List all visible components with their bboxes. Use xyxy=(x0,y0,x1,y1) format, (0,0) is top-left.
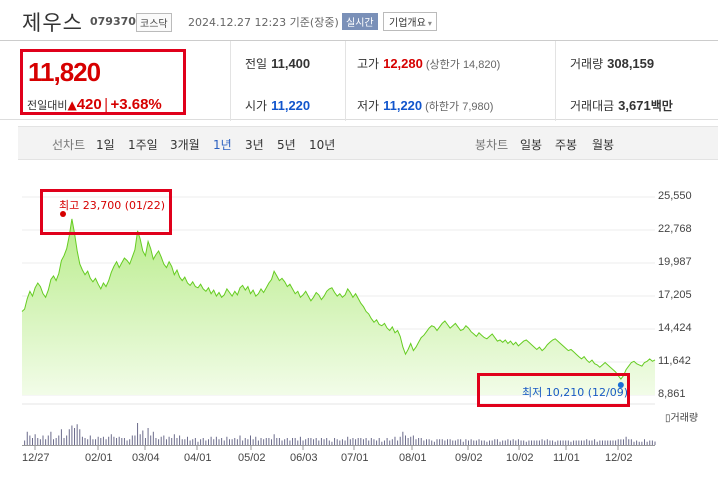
volume-legend-swatch: ▯ xyxy=(665,413,671,424)
candle-monthly[interactable]: 월봉 xyxy=(592,138,615,152)
company-overview-label: 기업개요 xyxy=(389,18,426,29)
x-tick-label: 05/02 xyxy=(238,452,266,464)
max-point xyxy=(60,211,66,217)
y-tick-label: 17,205 xyxy=(658,289,692,301)
company-overview-button[interactable]: 기업개요 ▾ xyxy=(383,12,437,31)
high-price: 고가 12,280 (상한가 14,820) xyxy=(357,55,500,72)
volume-label: 거래량 xyxy=(570,57,604,71)
realtime-badge: 실시간 xyxy=(342,13,378,30)
price-area xyxy=(22,218,655,395)
low-price: 저가 11,220 (하한가 7,980) xyxy=(357,97,493,114)
volume-legend: ▯거래량 xyxy=(665,409,698,424)
x-tick-label: 11/01 xyxy=(553,452,580,464)
x-tick-label: 12/02 xyxy=(605,452,633,464)
max-annotation-box xyxy=(40,189,172,235)
amount-label: 거래대금 xyxy=(570,99,615,113)
divider-bar: | xyxy=(103,97,109,113)
divider xyxy=(345,41,346,121)
change-row: 전일대비▲420 | +3.68% xyxy=(27,96,162,113)
x-tick-label: 10/02 xyxy=(506,452,534,464)
current-price: 11,820 xyxy=(28,57,101,87)
y-tick-label: 11,642 xyxy=(658,355,691,367)
low-label: 저가 xyxy=(357,99,380,113)
x-tick-label: 02/01 xyxy=(85,452,113,464)
lower-limit: (하한가 7,980) xyxy=(425,101,494,113)
x-tick-label: 03/04 xyxy=(132,452,160,464)
x-tick-label: 04/01 xyxy=(184,452,212,464)
y-tick-label: 8,861 xyxy=(658,388,686,400)
amount-value: 3,671 xyxy=(618,98,651,113)
line-chart-label: 선차트 xyxy=(52,138,86,152)
upper-limit: (상한가 14,820) xyxy=(425,59,501,71)
quote-info: 11,820 전일대비▲420 | +3.68% 전일 11,400 고가 12,280… xyxy=(0,40,718,121)
min-annotation-box xyxy=(477,373,630,407)
x-tick-label: 07/01 xyxy=(341,452,369,464)
period-3y[interactable]: 3년 xyxy=(245,138,264,152)
price-chart[interactable]: 25,550 22,768 19,987 17,205 14,424 11,642 8,86… xyxy=(0,162,718,485)
open-price: 시가 11,220 xyxy=(245,97,310,114)
caret-down-icon: ▾ xyxy=(427,19,432,28)
y-tick-label: 19,987 xyxy=(658,256,692,268)
volume-value: 308,159 xyxy=(607,56,655,71)
price-box: 11,820 전일대비▲420 | +3.68% xyxy=(20,49,186,115)
high-value: 12,280 xyxy=(383,56,423,71)
change-label: 전일대비 xyxy=(27,99,68,112)
high-label: 고가 xyxy=(357,57,380,71)
quote-timestamp: 2024.12.27 12:23 기준(장중) xyxy=(188,16,339,29)
x-tick-label: 12/27 xyxy=(22,452,50,464)
y-tick-label: 14,424 xyxy=(658,322,692,334)
up-triangle-icon: ▲ xyxy=(67,98,77,112)
period-selector: 선차트 1일 1주일 3개월 1년 3년 5년 10년 봉차트 일봉 주봉 월봉 xyxy=(18,126,718,160)
stock-code: 079370 xyxy=(90,15,136,28)
volume: 거래량 308,159 xyxy=(570,55,654,72)
prev-close: 전일 11,400 xyxy=(245,55,310,72)
candle-daily[interactable]: 일봉 xyxy=(520,138,543,152)
price-line xyxy=(21,218,656,380)
period-1w[interactable]: 1주일 xyxy=(128,138,158,152)
x-tick-label: 09/02 xyxy=(455,452,483,464)
divider xyxy=(555,41,556,121)
prev-close-label: 전일 xyxy=(245,57,268,71)
candle-chart-label: 봉차트 xyxy=(475,138,509,152)
min-annotation: 최저 10,210 (12/09) xyxy=(522,386,629,399)
period-1y[interactable]: 1년 xyxy=(213,138,232,152)
open-label: 시가 xyxy=(245,99,268,113)
divider xyxy=(230,41,231,121)
volume-legend-label: 거래량 xyxy=(670,413,699,424)
low-value: 11,220 xyxy=(383,98,423,113)
max-annotation: 최고 23,700 (01/22) xyxy=(59,199,166,212)
period-1d[interactable]: 1일 xyxy=(96,138,115,152)
period-5y[interactable]: 5년 xyxy=(277,138,296,152)
x-tick-label: 06/03 xyxy=(290,452,318,464)
period-3m[interactable]: 3개월 xyxy=(170,138,200,152)
stock-header: 제우스 079370 코스닥 2024.12.27 12:23 기준(장중) 실… xyxy=(0,0,718,40)
y-tick-label: 22,768 xyxy=(658,223,692,235)
open-value: 11,220 xyxy=(271,98,311,113)
x-tick-label: 08/01 xyxy=(399,452,427,464)
amount-unit: 백만 xyxy=(650,99,673,113)
candle-weekly[interactable]: 주봉 xyxy=(555,138,578,152)
price-chart-svg xyxy=(21,196,656,450)
trade-amount: 거래대금 3,671백만 xyxy=(570,97,673,114)
prev-close-value: 11,400 xyxy=(271,56,311,71)
stock-name: 제우스 xyxy=(22,11,83,35)
min-point xyxy=(617,381,624,388)
market-badge: 코스닥 xyxy=(136,13,172,32)
period-10y[interactable]: 10년 xyxy=(309,138,336,152)
change-percent: +3.68% xyxy=(110,96,162,113)
y-tick-label: 25,550 xyxy=(658,190,692,202)
change-value: 420 xyxy=(76,96,102,113)
